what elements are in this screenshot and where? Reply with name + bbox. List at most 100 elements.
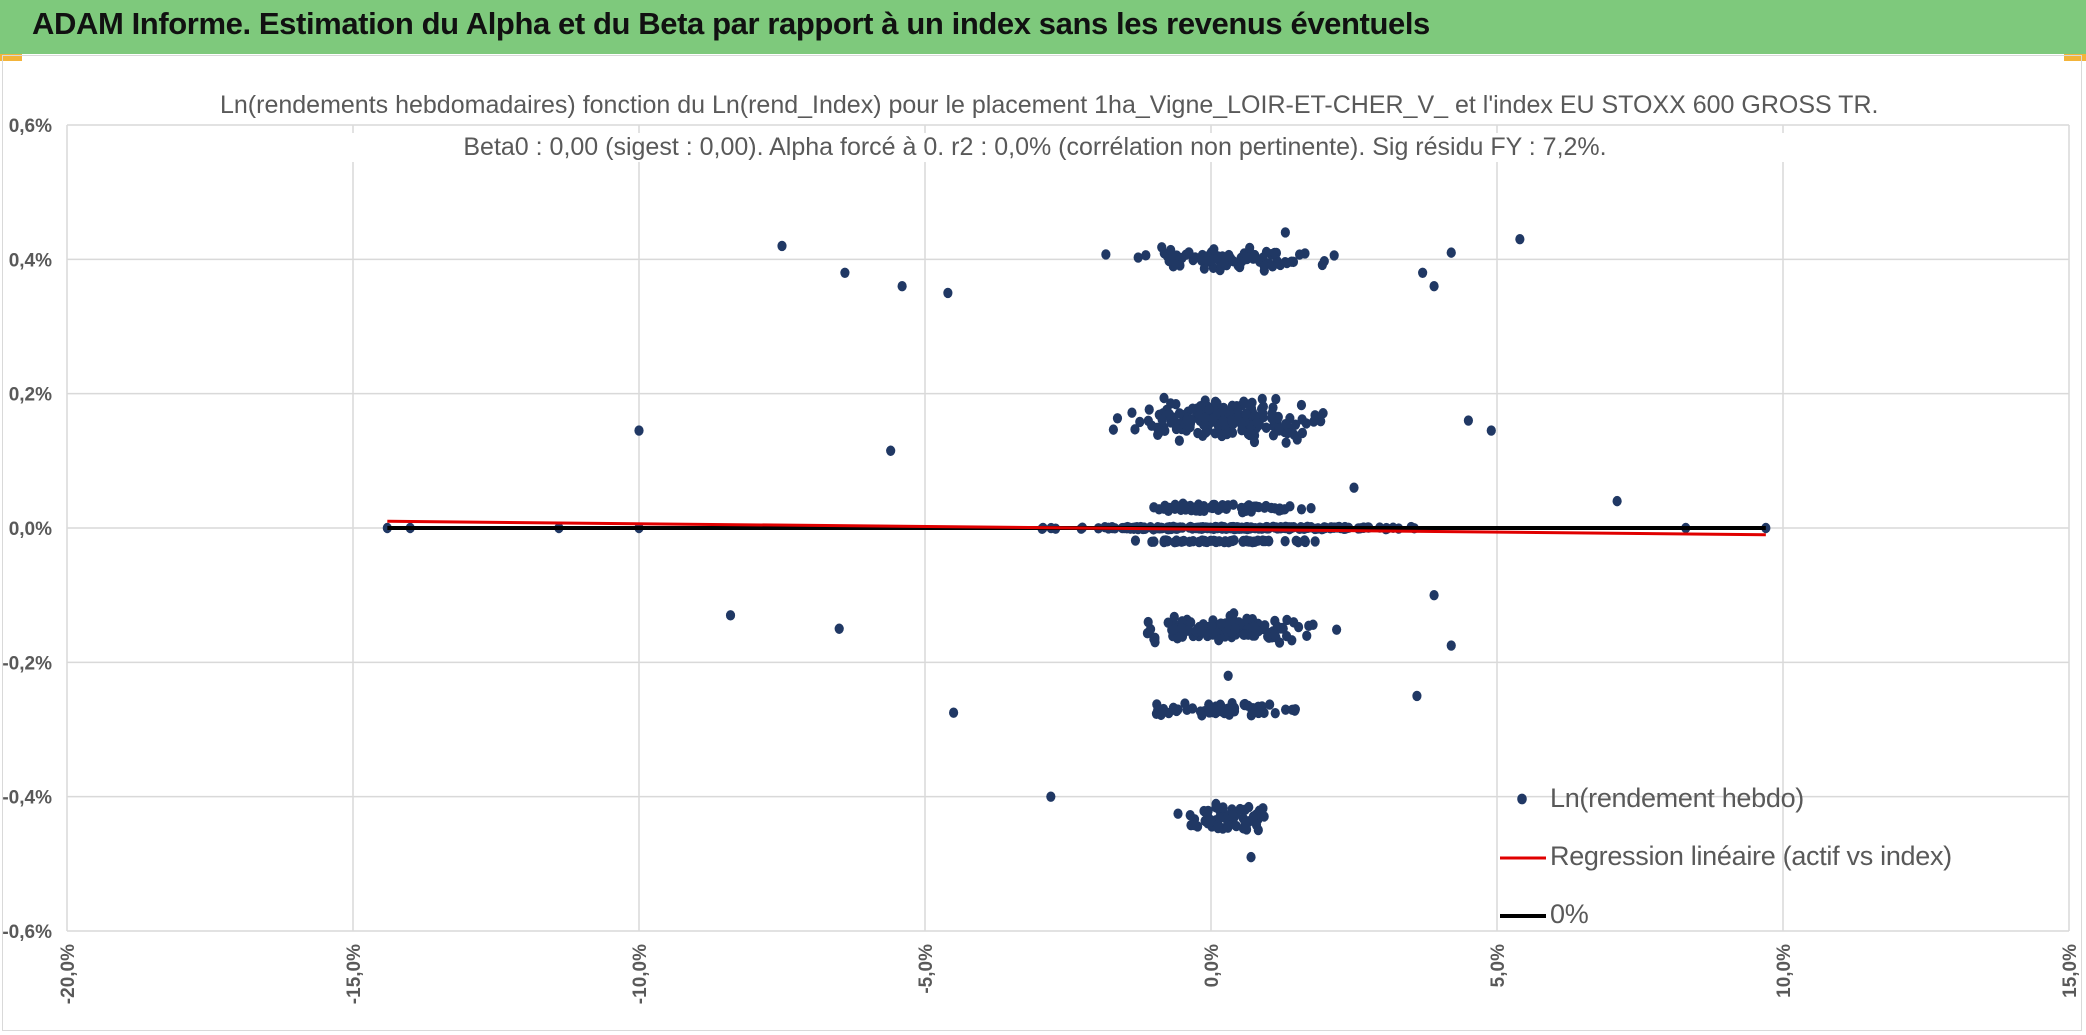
- data-point: [1235, 261, 1245, 273]
- data-point: [949, 707, 959, 718]
- data-point: [1244, 801, 1254, 813]
- y-tick-label: 0,4%: [9, 250, 52, 271]
- data-point: [1282, 427, 1293, 439]
- data-point: [1209, 244, 1219, 255]
- data-point: [1243, 700, 1253, 712]
- data-point: [1291, 535, 1301, 546]
- data-point: [1246, 851, 1256, 863]
- data-point: [1182, 414, 1192, 426]
- data-point: [1214, 634, 1224, 646]
- data-point: [1218, 802, 1228, 813]
- data-point: [1157, 242, 1167, 253]
- data-point: [1245, 242, 1255, 254]
- data-point: [1332, 624, 1342, 635]
- data-point: [1235, 803, 1245, 815]
- y-tick-label: 0,6%: [9, 116, 52, 137]
- data-point: [1270, 247, 1280, 259]
- data-point: [1175, 260, 1185, 271]
- data-point: [1101, 249, 1111, 260]
- data-point: [725, 610, 736, 621]
- x-tick-label: -15,0%: [344, 944, 365, 1004]
- data-point: [1188, 535, 1198, 547]
- data-point: [1199, 502, 1209, 514]
- data-point: [1173, 808, 1183, 819]
- data-point: [1189, 503, 1199, 514]
- data-point: [1147, 536, 1157, 548]
- data-point: [1249, 436, 1260, 448]
- data-point: [1329, 250, 1339, 261]
- data-point: [1145, 624, 1156, 635]
- data-point: [1242, 613, 1252, 624]
- data-point: [1302, 630, 1312, 642]
- data-point: [1229, 535, 1239, 546]
- data-point: [1226, 414, 1236, 426]
- data-point: [1197, 626, 1207, 638]
- data-point: [1293, 621, 1304, 633]
- data-point: [1135, 416, 1145, 428]
- data-point: [1294, 249, 1305, 260]
- data-point: [1200, 412, 1210, 424]
- data-point: [1169, 704, 1179, 715]
- data-point: [1241, 408, 1251, 420]
- chart-subtitle: Beta0 : 0,00 (sigest : 0,00). Alpha forc…: [220, 133, 1850, 162]
- data-point: [1179, 501, 1189, 513]
- data-point: [1130, 424, 1140, 435]
- data-point: [1141, 250, 1151, 261]
- data-point: [1166, 244, 1176, 256]
- data-point: [1310, 410, 1320, 421]
- x-tick-label: -20,0%: [58, 944, 79, 1004]
- data-point: [1216, 618, 1226, 629]
- data-point: [1252, 417, 1262, 429]
- x-tick-label: 15,0%: [2060, 944, 2081, 998]
- data-point: [1463, 415, 1473, 426]
- corner-mark-left: [0, 54, 22, 61]
- data-point: [1197, 710, 1207, 721]
- data-point: [1163, 617, 1173, 628]
- data-point: [1296, 504, 1307, 515]
- data-point: [1224, 249, 1234, 261]
- regression-line: [387, 519, 1766, 537]
- data-point: [1246, 710, 1256, 721]
- data-point: [1186, 617, 1196, 628]
- data-point: [1219, 258, 1229, 269]
- x-tick-label: 10,0%: [1774, 944, 1795, 998]
- data-point: [897, 281, 907, 292]
- data-point: [1288, 256, 1299, 268]
- page-title: ADAM Informe. Estimation du Alpha et du …: [32, 6, 1430, 41]
- data-point: [1174, 435, 1184, 446]
- data-point: [1150, 636, 1160, 648]
- data-point: [1241, 824, 1252, 835]
- data-point: [1205, 814, 1215, 825]
- data-point: [1208, 627, 1218, 639]
- data-point: [1281, 437, 1291, 448]
- data-point: [1217, 405, 1227, 417]
- data-point: [1210, 396, 1221, 408]
- y-tick-label: -0,2%: [2, 653, 52, 674]
- data-point: [1112, 413, 1123, 424]
- data-point: [1256, 706, 1266, 717]
- data-point: [1199, 263, 1209, 274]
- data-point: [1186, 819, 1196, 831]
- data-point: [1169, 624, 1179, 635]
- x-tick-label: -10,0%: [630, 944, 651, 1004]
- chart-title: Ln(rendements hebdomadaires) fonction du…: [220, 91, 1879, 120]
- data-point: [1188, 254, 1198, 266]
- legend-marker-points: [1517, 793, 1527, 805]
- data-point: [1260, 620, 1270, 631]
- data-point: [1183, 625, 1193, 636]
- data-point: [1243, 428, 1253, 440]
- data-point: [886, 445, 896, 456]
- data-point: [834, 623, 844, 634]
- data-point: [1304, 620, 1314, 632]
- data-point: [1612, 495, 1622, 507]
- data-point: [1211, 798, 1221, 810]
- data-point: [1429, 281, 1439, 292]
- data-point: [1169, 611, 1179, 623]
- legend-label-regression: Regression linéaire (actif vs index): [1550, 841, 1952, 871]
- data-point: [1265, 699, 1275, 710]
- y-tick-label: 0,0%: [9, 519, 52, 540]
- data-point: [1412, 690, 1422, 702]
- data-point: [1133, 252, 1143, 263]
- data-point: [1231, 820, 1241, 832]
